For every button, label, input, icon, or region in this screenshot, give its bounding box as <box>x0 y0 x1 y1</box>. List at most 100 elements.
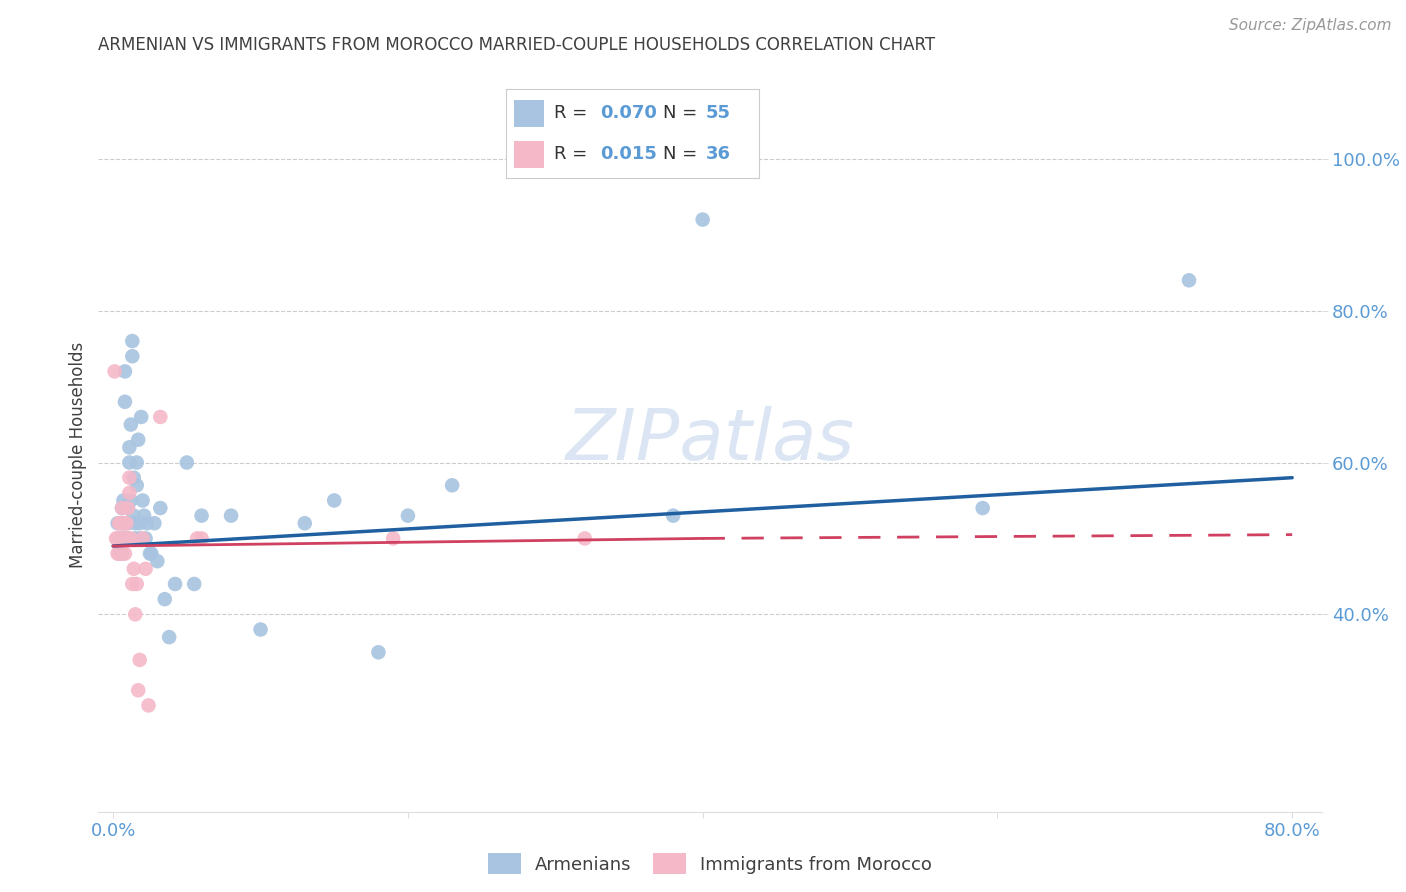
Point <box>574 532 596 546</box>
Point <box>124 532 146 546</box>
Point <box>143 516 166 531</box>
Point <box>117 501 139 516</box>
Point <box>127 683 149 698</box>
Point <box>141 547 163 561</box>
Text: Source: ZipAtlas.com: Source: ZipAtlas.com <box>1229 18 1392 33</box>
Point <box>112 493 135 508</box>
Point <box>136 516 159 531</box>
Point <box>294 516 316 531</box>
Point <box>112 516 135 531</box>
Point <box>190 508 212 523</box>
Point <box>118 471 141 485</box>
Point <box>121 577 143 591</box>
Point <box>128 653 150 667</box>
Point <box>117 516 139 531</box>
Point <box>111 501 134 516</box>
Point <box>692 212 714 227</box>
Point <box>122 471 145 485</box>
Point <box>114 364 136 378</box>
Point <box>186 532 208 546</box>
Point <box>396 508 419 523</box>
Point <box>323 493 346 508</box>
Point <box>157 630 180 644</box>
Point <box>125 577 148 591</box>
Point <box>125 456 148 470</box>
Point <box>129 409 152 424</box>
Text: N =: N = <box>664 104 703 122</box>
Point <box>120 493 142 508</box>
Text: R =: R = <box>554 145 593 163</box>
Point <box>115 516 138 531</box>
FancyBboxPatch shape <box>513 141 544 168</box>
Point <box>117 532 139 546</box>
Point <box>176 456 198 470</box>
Point <box>190 532 212 546</box>
Point <box>249 623 271 637</box>
Point <box>110 532 132 546</box>
Point <box>131 532 153 546</box>
Point <box>122 562 145 576</box>
Point <box>972 501 994 516</box>
Point <box>105 532 128 546</box>
Point <box>120 417 142 432</box>
Point <box>120 532 142 546</box>
Legend: Armenians, Immigrants from Morocco: Armenians, Immigrants from Morocco <box>481 846 939 881</box>
Point <box>219 508 242 523</box>
Point <box>138 698 160 713</box>
Text: R =: R = <box>554 104 593 122</box>
Point <box>124 516 146 531</box>
Point <box>104 364 127 378</box>
Point <box>115 532 138 546</box>
Point <box>121 334 143 348</box>
Point <box>125 478 148 492</box>
Text: ARMENIAN VS IMMIGRANTS FROM MOROCCO MARRIED-COUPLE HOUSEHOLDS CORRELATION CHART: ARMENIAN VS IMMIGRANTS FROM MOROCCO MARR… <box>98 36 935 54</box>
Point <box>124 607 146 622</box>
Point <box>111 547 134 561</box>
Point <box>382 532 405 546</box>
Point <box>122 508 145 523</box>
Point <box>146 554 169 568</box>
Point <box>108 516 131 531</box>
Point <box>367 645 389 659</box>
Point <box>127 433 149 447</box>
Point <box>108 547 131 561</box>
Point <box>114 516 136 531</box>
Point <box>117 532 139 546</box>
Point <box>115 532 138 546</box>
Point <box>117 501 139 516</box>
Point <box>111 547 134 561</box>
Point <box>121 349 143 363</box>
Point <box>107 532 129 546</box>
Point <box>111 532 134 546</box>
Point <box>135 532 157 546</box>
Point <box>128 532 150 546</box>
Point <box>107 547 129 561</box>
Point <box>441 478 464 492</box>
Point <box>115 532 138 546</box>
Point <box>110 516 132 531</box>
Point <box>114 547 136 561</box>
Point <box>135 562 157 576</box>
Text: 0.070: 0.070 <box>600 104 657 122</box>
Point <box>139 547 162 561</box>
Point <box>107 516 129 531</box>
Point <box>1178 273 1201 287</box>
Point <box>112 516 135 531</box>
Point <box>118 486 141 500</box>
Text: ZIPatlas: ZIPatlas <box>565 406 855 475</box>
Point <box>183 577 205 591</box>
Y-axis label: Married-couple Households: Married-couple Households <box>69 342 87 568</box>
Text: N =: N = <box>664 145 703 163</box>
Point <box>153 592 176 607</box>
Point <box>118 440 141 454</box>
FancyBboxPatch shape <box>513 100 544 127</box>
Text: 55: 55 <box>706 104 731 122</box>
Point <box>114 394 136 409</box>
Point <box>662 508 685 523</box>
Point <box>149 409 172 424</box>
Text: 36: 36 <box>706 145 731 163</box>
Point <box>111 501 134 516</box>
Point <box>118 456 141 470</box>
Point <box>128 516 150 531</box>
Point <box>149 501 172 516</box>
